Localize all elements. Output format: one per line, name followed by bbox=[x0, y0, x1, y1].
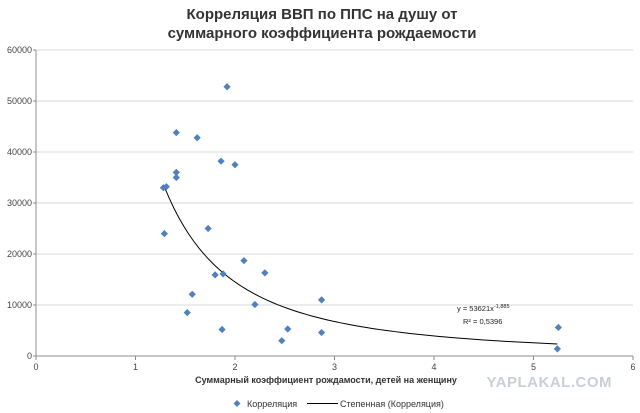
data-points bbox=[159, 83, 562, 353]
gridlines bbox=[36, 49, 633, 306]
trendline-group bbox=[163, 186, 558, 345]
data-point bbox=[317, 328, 326, 337]
data-point bbox=[284, 325, 292, 333]
x-tick-label: 5 bbox=[531, 362, 536, 372]
trendline-equation-exponent: -1,885 bbox=[494, 304, 510, 310]
data-point bbox=[211, 271, 219, 279]
data-point bbox=[183, 309, 191, 317]
data-point bbox=[172, 168, 180, 176]
trendline-equation-main: y = 53621x bbox=[457, 304, 494, 313]
legend-marker-diamond bbox=[233, 400, 241, 407]
data-point bbox=[162, 183, 170, 191]
axes bbox=[33, 49, 634, 360]
chart-title-line-2: суммарного коэффициента рождаемости bbox=[168, 25, 477, 42]
y-tick-label: 60000 bbox=[7, 45, 32, 55]
y-tick-label: 0 bbox=[27, 351, 32, 361]
data-point bbox=[231, 161, 239, 169]
data-point bbox=[278, 337, 286, 345]
legend: Корреляция Степенная (Корреляция) bbox=[233, 399, 444, 409]
data-point bbox=[188, 290, 196, 298]
y-tick-label: 40000 bbox=[7, 147, 32, 157]
chart-title-line-1: Корреляция ВВП по ППС на душу от bbox=[187, 6, 458, 23]
y-tick-label: 50000 bbox=[7, 96, 32, 106]
watermark: YAPLAKAL.COM bbox=[487, 374, 612, 391]
trendline bbox=[163, 186, 558, 345]
data-point bbox=[172, 173, 180, 182]
legend-trendline-label: Степенная (Корреляция) bbox=[340, 399, 444, 409]
x-tick-label: 0 bbox=[33, 362, 38, 372]
x-tick-label: 1 bbox=[133, 362, 138, 372]
x-axis-label: Суммарный коэффициент рождамости, детей … bbox=[195, 375, 457, 385]
data-point bbox=[218, 325, 226, 334]
x-tick-label: 3 bbox=[332, 362, 337, 372]
x-tick-label: 4 bbox=[431, 362, 436, 372]
data-point bbox=[261, 269, 269, 277]
data-point bbox=[193, 134, 201, 142]
data-point bbox=[251, 300, 259, 309]
trendline-equation: y = 53621x-1,885 bbox=[457, 304, 510, 313]
data-point bbox=[240, 257, 248, 265]
data-point bbox=[553, 345, 561, 353]
y-tick-label: 10000 bbox=[7, 300, 32, 310]
y-tick-label: 20000 bbox=[7, 249, 32, 259]
legend-series-label: Корреляция bbox=[247, 399, 297, 409]
x-tick-labels: 0 1 2 3 4 5 6 bbox=[33, 362, 635, 372]
data-point bbox=[554, 323, 562, 332]
data-point bbox=[204, 224, 212, 233]
x-tick-label: 6 bbox=[630, 362, 635, 372]
data-point bbox=[317, 296, 326, 304]
y-tick-labels: 0 10000 20000 30000 40000 50000 60000 bbox=[7, 45, 32, 361]
y-tick-label: 30000 bbox=[7, 198, 32, 208]
data-point bbox=[160, 230, 168, 238]
data-point bbox=[219, 270, 227, 278]
data-point bbox=[217, 157, 225, 165]
x-tick-label: 2 bbox=[232, 362, 237, 372]
trendline-r-squared: R² = 0,5396 bbox=[463, 317, 502, 326]
data-point bbox=[223, 83, 231, 91]
data-point bbox=[172, 129, 180, 137]
